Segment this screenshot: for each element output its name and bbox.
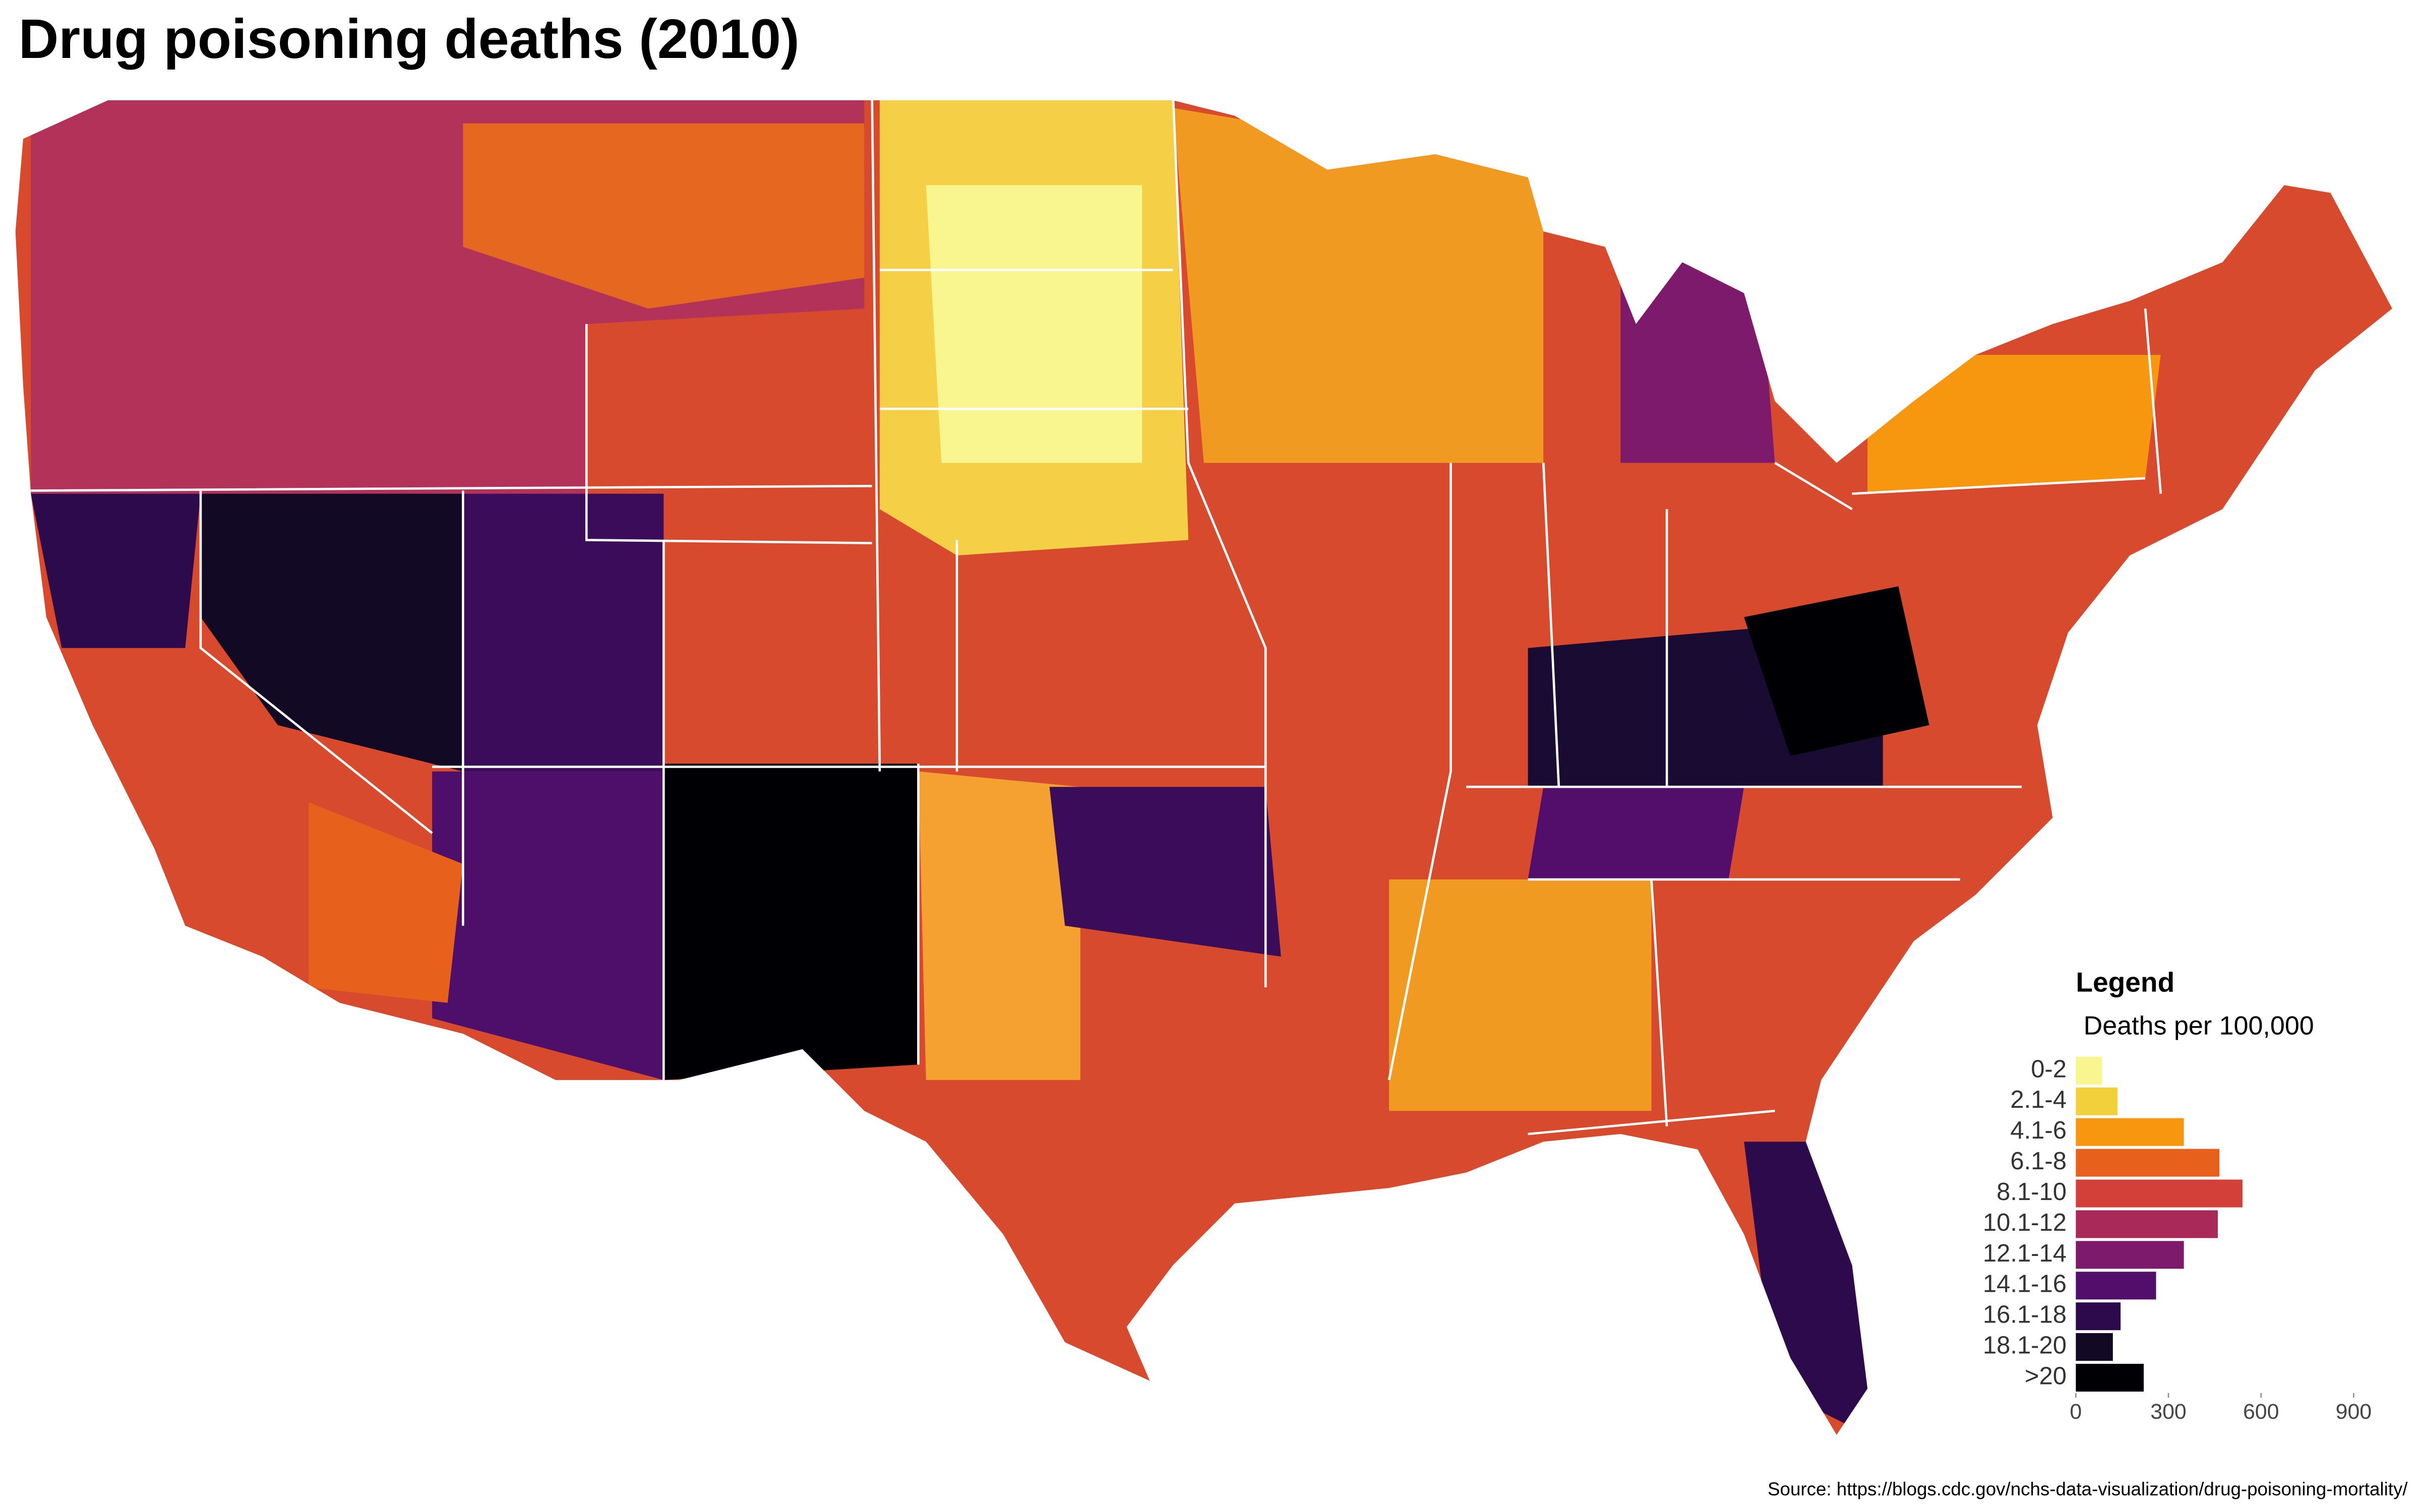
legend-bar (2076, 1087, 2118, 1115)
region-tennessee (1528, 787, 1744, 879)
region-oklahoma (1049, 787, 1281, 957)
x-tick-label: 0 (2070, 1400, 2082, 1424)
source-note: Source: https://blogs.cdc.gov/nchs-data-… (1768, 1479, 2408, 1499)
legend-bar (2076, 1363, 2144, 1392)
region-arizona (432, 771, 664, 1080)
region-new-york (1867, 355, 2161, 494)
legend-subtitle: Deaths per 100,000 (2084, 1012, 2314, 1041)
region-south-california (309, 802, 463, 1003)
legend-category: 0-2 (2031, 1055, 2067, 1083)
legend: Legend Deaths per 100,000 0 300 600 900 0-2 2… (1983, 967, 2372, 1424)
legend-bar (2076, 1272, 2156, 1300)
legend-bar (2076, 1241, 2184, 1269)
legend-category: 8.1-10 (1996, 1178, 2067, 1206)
region-montana (463, 123, 865, 309)
legend-category: 10.1-12 (1983, 1209, 2067, 1236)
region-deep-south (1389, 879, 1652, 1111)
legend-bar (2076, 1302, 2121, 1331)
legend-category: >20 (2025, 1362, 2067, 1390)
legend-bar (2076, 1118, 2184, 1146)
legend-bar (2076, 1210, 2218, 1238)
spacer (1775, 139, 1778, 142)
legend-category: 18.1-20 (1983, 1332, 2067, 1359)
legend-category: 16.1-18 (1983, 1301, 2067, 1329)
legend-category: 14.1-16 (1983, 1271, 2067, 1298)
region-north-california (31, 493, 201, 648)
region-michigan (1620, 262, 1775, 463)
legend-bar (2076, 1333, 2113, 1361)
region-dakotas (926, 185, 1142, 463)
x-tick-label: 900 (2336, 1400, 2372, 1424)
legend-title: Legend (2076, 967, 2174, 998)
legend-category: 12.1-14 (1983, 1240, 2067, 1267)
region-utah (463, 493, 664, 772)
region-new-mexico (663, 764, 919, 1080)
state-borders (31, 100, 2162, 1136)
map-title: Drug poisoning deaths (2010) (19, 8, 800, 70)
region-midwest (1173, 108, 1544, 463)
x-tick-label: 600 (2243, 1400, 2279, 1424)
legend-bar (2076, 1149, 2220, 1177)
legend-category: 4.1-6 (2010, 1117, 2067, 1144)
legend-bar (2076, 1179, 2243, 1208)
region-north-texas (918, 771, 1080, 1080)
legend-category: 2.1-4 (2010, 1086, 2067, 1113)
legend-category: 6.1-8 (2010, 1148, 2067, 1175)
legend-bar (2076, 1056, 2102, 1085)
region-florida (1744, 1142, 1868, 1435)
region-west-virginia (1744, 586, 1929, 756)
x-tick-label: 300 (2150, 1400, 2186, 1424)
region-nevada (200, 493, 463, 772)
